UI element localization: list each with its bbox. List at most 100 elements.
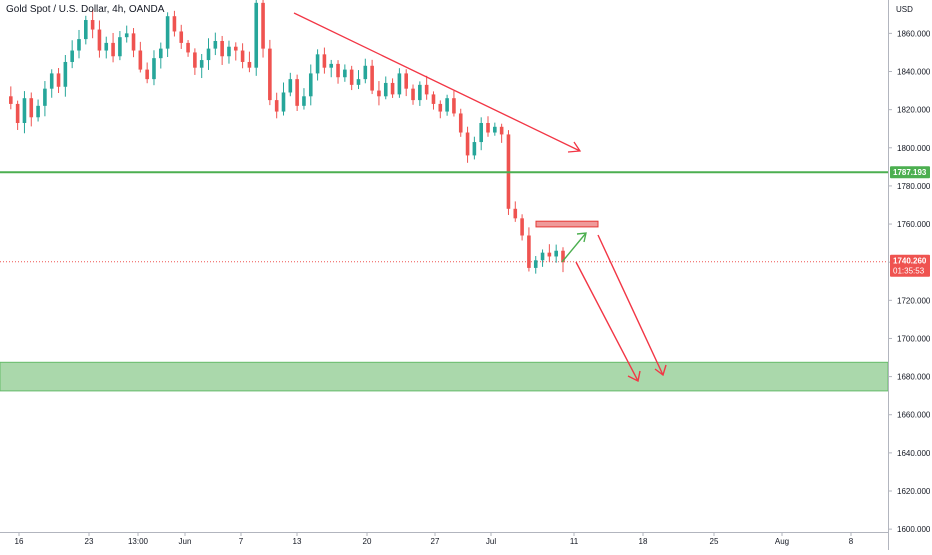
- candle-body: [186, 42, 190, 53]
- projection-second-arrowhead: [627, 370, 641, 383]
- price-tick-label: 1620.000: [897, 487, 931, 496]
- candle-body: [118, 37, 122, 57]
- price-tick-label: 1840.000: [897, 68, 931, 77]
- candle-body: [43, 88, 47, 106]
- time-tick-label: 8: [849, 537, 854, 546]
- support-price-badge: [890, 166, 930, 179]
- candle-body: [206, 48, 211, 61]
- currency-label: USD: [896, 5, 913, 14]
- time-tick-label: Jun: [179, 537, 192, 546]
- price-tick-label: 1720.000: [897, 296, 931, 305]
- candle-body: [438, 103, 443, 112]
- time-tick-label: 16: [15, 537, 24, 546]
- candle-body: [540, 252, 545, 261]
- time-tick-label: 27: [431, 537, 440, 546]
- time-tick-label: 11: [570, 537, 579, 546]
- candle-body: [138, 50, 143, 70]
- price-tick-label: 1680.000: [897, 373, 931, 382]
- time-tick-label: Jul: [486, 537, 496, 546]
- time-axis[interactable]: 16 23 13:00 Jun 7 13 20 27 Jul 11 18 25 Aug 8: [15, 532, 854, 546]
- candle-body: [465, 132, 470, 156]
- candle-body: [377, 90, 381, 97]
- candle-body: [152, 58, 156, 80]
- time-tick-label: 25: [710, 537, 719, 546]
- candle-body: [431, 94, 436, 104]
- target-zone: [0, 361, 889, 392]
- candle-body: [233, 46, 238, 51]
- candle-body: [472, 142, 477, 156]
- descending-trendline[interactable]: [293, 12, 581, 152]
- price-tick-label: 1640.000: [897, 449, 931, 458]
- time-tick-label: 7: [239, 537, 244, 546]
- candle-body: [36, 105, 40, 118]
- current-price-badge: [890, 254, 930, 277]
- candle-body: [363, 65, 368, 80]
- projection-second-arrow[interactable]: [575, 261, 639, 382]
- candle-body: [158, 48, 163, 59]
- projection-up-arrow[interactable]: [561, 232, 587, 263]
- candle-body: [452, 98, 456, 114]
- price-tick-label: 1660.000: [897, 411, 931, 420]
- candle-body: [547, 252, 552, 257]
- candle-body: [329, 63, 334, 68]
- candle-body: [131, 33, 136, 51]
- candle-body: [397, 73, 402, 95]
- candle-body: [404, 73, 409, 89]
- candle-body: [261, 2, 265, 49]
- candle-body: [533, 260, 538, 268]
- chart-title: Gold Spot / U.S. Dollar, 4h, OANDA: [6, 4, 165, 15]
- candle-body: [336, 63, 340, 78]
- candle-body: [499, 126, 504, 135]
- price-tick-label: 1860.000: [897, 29, 931, 38]
- candle-body: [29, 98, 34, 118]
- candle-body: [424, 84, 429, 95]
- resistance-box[interactable]: [535, 220, 599, 228]
- candle-body: [288, 79, 293, 93]
- candle-body: [315, 54, 320, 74]
- price-axis[interactable]: 1860.000 1840.000 1820.000 1800.000 1780.000…: [888, 29, 931, 534]
- candle-body: [383, 82, 388, 97]
- candle-body: [84, 20, 88, 40]
- candle-body: [418, 84, 422, 101]
- plot-background: [0, 0, 888, 532]
- candle-countdown: 01:35:53: [893, 267, 925, 276]
- candle-body: [15, 103, 20, 123]
- projection-up-arrowhead: [576, 232, 587, 243]
- time-tick-label: Aug: [775, 537, 789, 546]
- candle-body: [268, 48, 272, 101]
- zones: [0, 261, 889, 392]
- candle-body: [220, 40, 224, 57]
- drawings[interactable]: [0, 12, 888, 383]
- price-tick-label: 1780.000: [897, 182, 931, 191]
- candle-body: [343, 69, 347, 78]
- current-price-value: 1740.260: [893, 257, 927, 266]
- candle-body: [479, 122, 483, 143]
- candle-body: [308, 73, 313, 97]
- candle-body: [49, 73, 54, 89]
- candle-body: [179, 31, 184, 43]
- candle-body: [561, 250, 565, 263]
- candle-body: [172, 16, 177, 32]
- candle-body: [349, 69, 354, 85]
- candle-body: [9, 96, 13, 104]
- candle-body: [77, 39, 81, 51]
- price-tick-label: 1760.000: [897, 220, 931, 229]
- candle-body: [22, 98, 27, 123]
- candle-body: [356, 79, 361, 85]
- candle-body: [493, 126, 497, 133]
- candle-body: [227, 46, 231, 57]
- candle-body: [111, 42, 115, 57]
- price-tick-label: 1600.000: [897, 525, 931, 534]
- projection-down-arrow[interactable]: [597, 234, 664, 376]
- time-tick-label: 20: [363, 537, 372, 546]
- candle-body: [247, 61, 252, 68]
- time-tick-label: 23: [85, 537, 94, 546]
- candle-body: [104, 42, 109, 51]
- support-price-value: 1787.193: [893, 168, 927, 177]
- price-tick-label: 1700.000: [897, 334, 931, 343]
- candle-body: [165, 16, 170, 49]
- candle-body: [527, 235, 531, 268]
